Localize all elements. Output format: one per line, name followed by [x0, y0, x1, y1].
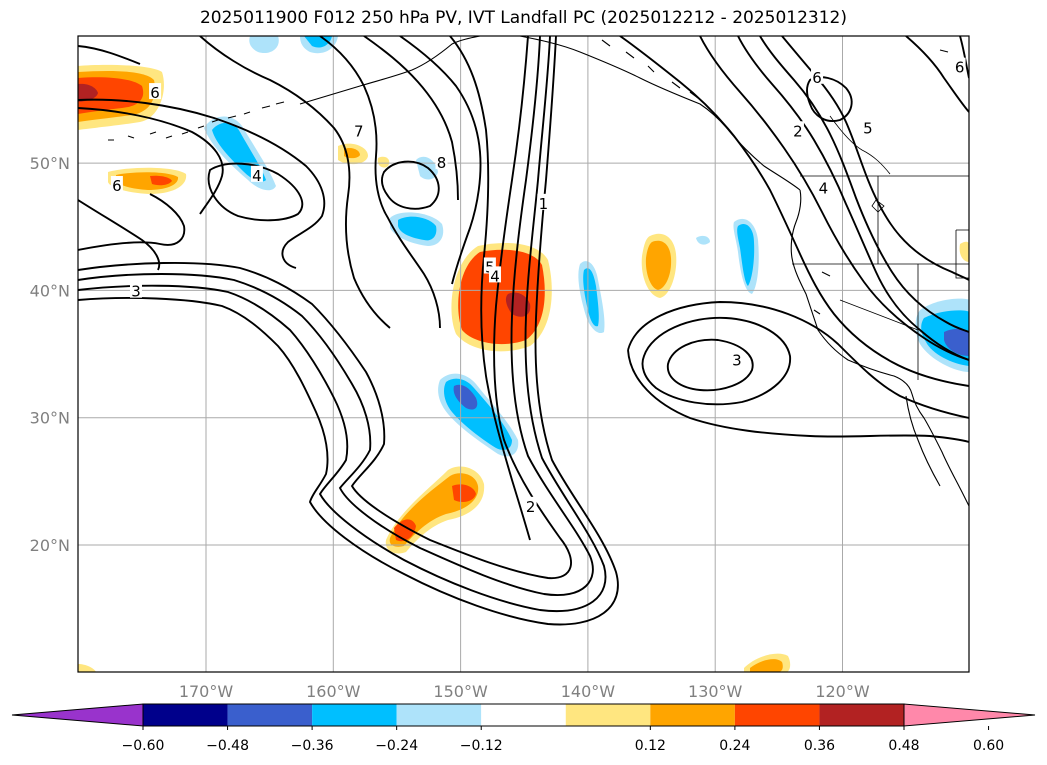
contour-label: 6 — [112, 177, 122, 195]
contour-label-bg — [811, 67, 824, 84]
contour-labels: 6678431542324566 — [110, 57, 966, 516]
contour-label-bg — [110, 176, 123, 193]
latitude-label: 30°N — [30, 409, 70, 428]
longitude-label: 140°W — [561, 682, 616, 701]
contour-label: 8 — [437, 154, 447, 172]
contour-label-bg — [524, 496, 537, 513]
contour-label-bg — [435, 153, 448, 170]
colorbar-segment — [734, 704, 820, 726]
colorbar-tick-label: 0.48 — [888, 738, 919, 754]
latitude-label: 20°N — [30, 536, 70, 555]
colorbar-frame — [142, 703, 905, 727]
contour-label-bg — [352, 121, 365, 138]
contour-label-bg — [730, 350, 743, 367]
colorbar-segment — [227, 704, 313, 726]
contour-label-bg — [791, 121, 804, 138]
contour-label: 6 — [812, 69, 822, 87]
coastlines — [108, 36, 969, 507]
colorbar-segment — [481, 704, 566, 726]
colorbar-tick-label: −0.24 — [375, 738, 418, 754]
latitude-label: 40°N — [30, 281, 70, 300]
longitude-labels: 170°W 160°W 150°W 140°W 130°W 120°W — [179, 682, 870, 701]
contour-lines — [78, 36, 969, 626]
contour-label: 4 — [490, 267, 500, 285]
colorbar-extend-max — [903, 703, 1036, 727]
contour-label-bg — [817, 178, 830, 195]
contour-label-bg — [861, 118, 874, 135]
map-title: 2025011900 F012 250 hPa PV, IVT Landfall… — [199, 8, 847, 28]
longitude-label: 170°W — [179, 682, 234, 701]
colorbar-tick-label: 0.60 — [973, 738, 1004, 754]
longitude-label: 130°W — [688, 682, 743, 701]
contour-label: 6 — [150, 84, 160, 102]
contour-label: 2 — [526, 498, 536, 516]
colorbar-segment — [819, 704, 904, 726]
map-frame — [77, 35, 970, 673]
colorbar-segment — [565, 704, 651, 726]
contour-label-bg — [488, 266, 501, 283]
contour-label-bg — [953, 57, 966, 74]
colorbar-segment — [650, 704, 735, 726]
colorbar — [11, 703, 1036, 727]
colorbar-segment — [312, 704, 397, 726]
contour-label-bg — [250, 165, 263, 182]
colorbar-tick-label: −0.48 — [206, 738, 249, 754]
latitude-labels: 50°N 40°N 30°N 20°N — [30, 154, 70, 555]
colorbar-tick-label: −0.60 — [122, 738, 165, 754]
pv-anomaly-fill — [78, 36, 969, 672]
colorbar-segment — [143, 704, 228, 726]
contour-label: 3 — [732, 351, 742, 369]
contour-label: 1 — [539, 195, 549, 213]
colorbar-extend-min — [11, 703, 144, 727]
colorbar-tick-labels: −0.60 −0.48 −0.36 −0.24 −0.12 0.12 0.24 0.36 0.4… — [122, 726, 1004, 754]
contour-label: 7 — [354, 122, 364, 140]
contour-label-bg — [537, 193, 550, 210]
colorbar-tick-label: 0.36 — [804, 738, 835, 754]
colorbar-segment — [396, 704, 482, 726]
longitude-label: 120°W — [815, 682, 870, 701]
longitude-label: 150°W — [433, 682, 488, 701]
latitude-label: 50°N — [30, 154, 70, 173]
contour-label-bg — [129, 281, 142, 298]
contour-label: 6 — [955, 59, 965, 77]
colorbar-tick-label: −0.36 — [291, 738, 334, 754]
contour-label: 4 — [819, 180, 829, 198]
contour-label: 5 — [863, 120, 873, 138]
contour-label-bg — [149, 83, 162, 100]
colorbar-tick-label: 0.24 — [719, 738, 750, 754]
colorbar-tick-label: 0.12 — [635, 738, 666, 754]
contour-label: 3 — [131, 283, 141, 301]
contour-label: 4 — [252, 167, 262, 185]
longitude-label: 160°W — [306, 682, 361, 701]
colorbar-tick-label: −0.12 — [460, 738, 503, 754]
contour-label: 2 — [793, 122, 803, 140]
